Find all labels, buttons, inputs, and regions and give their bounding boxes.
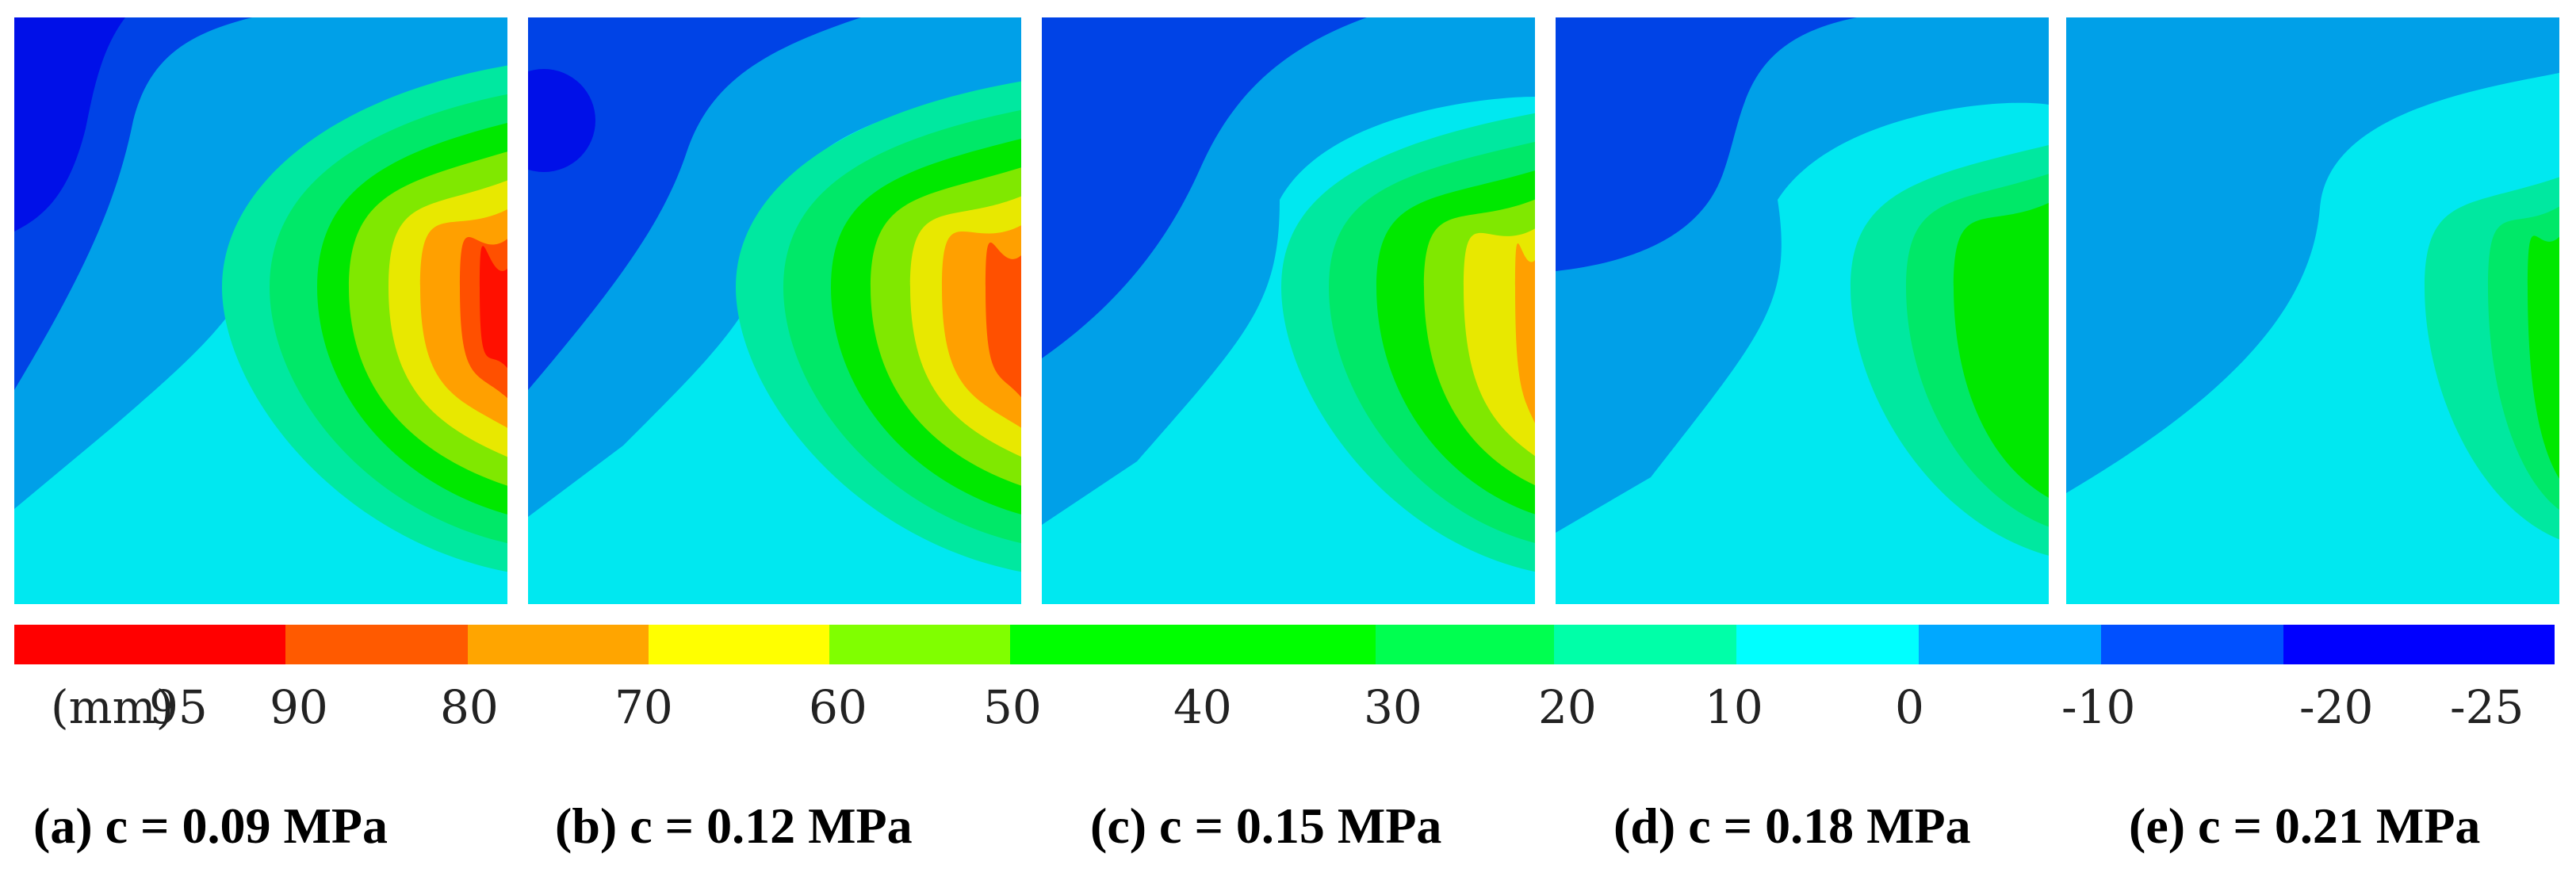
legend-tick-label: 80 bbox=[440, 680, 499, 734]
contour-panel-b bbox=[528, 17, 1021, 604]
legend-tick-label: -25 bbox=[2450, 680, 2524, 734]
legend-tick-label: 50 bbox=[983, 680, 1042, 734]
legend-swatch--20-to--25 bbox=[2283, 625, 2555, 664]
legend-tick-label: 90 bbox=[270, 680, 328, 734]
band-positive-5 bbox=[1515, 243, 1535, 423]
legend-unit-label: (mm) bbox=[51, 680, 174, 734]
contour-panel-d bbox=[1556, 17, 2049, 604]
contour-panel-c bbox=[1042, 17, 1535, 604]
legend-tick-label: -20 bbox=[2299, 680, 2373, 734]
band-neg-10-0 bbox=[2066, 17, 2559, 493]
band-positive-7 bbox=[480, 246, 507, 369]
color-legend: (mm)95 90 80 70 60 50 40 30 20 10 0 -10 -20 -25 bbox=[14, 625, 2555, 734]
legend-swatch-10-to-0 bbox=[1736, 625, 1919, 664]
legend-tick-label: 60 bbox=[809, 680, 867, 734]
legend-swatch--10-to--20 bbox=[2101, 625, 2283, 664]
legend-swatch-95-to-90 bbox=[14, 625, 285, 664]
legend-tick-label: 40 bbox=[1173, 680, 1232, 734]
legend-swatch-20-to-10 bbox=[1554, 625, 1736, 664]
legend-tick-label: 20 bbox=[1538, 680, 1597, 734]
band-positive-6 bbox=[986, 243, 1021, 398]
panel-label-c: (c) c = 0.15 MPa bbox=[1090, 798, 1442, 854]
legend-swatch-40-to-30 bbox=[1189, 625, 1376, 664]
legend-swatch-50-to-40 bbox=[1010, 625, 1189, 664]
band-neg-25-20 bbox=[528, 69, 595, 172]
legend-tick-label: 70 bbox=[614, 680, 673, 734]
contour-panel-a bbox=[14, 17, 507, 604]
panel-label-d: (d) c = 0.18 MPa bbox=[1613, 798, 1971, 854]
legend-swatch-80-to-70 bbox=[468, 625, 649, 664]
legend-tick-label: 0 bbox=[1895, 680, 1924, 734]
legend-tick-label: 10 bbox=[1705, 680, 1763, 734]
legend-tick-label: -10 bbox=[2061, 680, 2135, 734]
contour-panels bbox=[14, 17, 2559, 604]
band-neg-20-10 bbox=[1556, 17, 1857, 271]
legend-tick-label: 95 bbox=[149, 680, 208, 734]
band-positive-2 bbox=[1954, 202, 2049, 498]
legend-tick-label: 30 bbox=[1364, 680, 1422, 734]
band-positive-2 bbox=[2528, 235, 2559, 479]
panel-label-b: (b) c = 0.12 MPa bbox=[555, 798, 913, 854]
panel-label-e: (e) c = 0.21 MPa bbox=[2129, 798, 2481, 854]
panel-label-a: (a) c = 0.09 MPa bbox=[33, 798, 388, 854]
contour-panel-e bbox=[2066, 17, 2559, 604]
band-neg-10-0 bbox=[14, 17, 507, 509]
legend-swatch-70-to-60 bbox=[649, 625, 829, 664]
legend-swatch-0-to--10 bbox=[1919, 625, 2101, 664]
band-neg-20-10 bbox=[1042, 17, 1367, 358]
band-neg-25-20 bbox=[14, 17, 125, 231]
legend-swatch-90-to-80 bbox=[285, 625, 468, 664]
band-neg-20-10 bbox=[528, 17, 861, 390]
legend-swatch-30-to-20 bbox=[1376, 625, 1554, 664]
legend-swatch-60-to-50 bbox=[829, 625, 1010, 664]
